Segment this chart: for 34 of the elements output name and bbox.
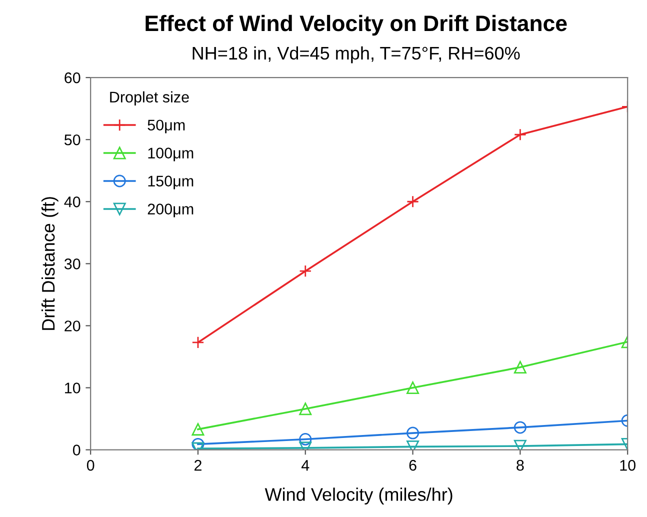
x-tick-label: 6 xyxy=(409,460,416,471)
x-tick-label: 4 xyxy=(301,460,310,471)
x-tick-label: 2 xyxy=(194,460,202,471)
x-axis-title: Wind Velocity (miles/hr) xyxy=(264,488,452,504)
legend-label: 100μm xyxy=(148,148,194,162)
x-tick-label: 0 xyxy=(86,460,94,471)
y-tick-label: 30 xyxy=(64,258,80,270)
point xyxy=(299,264,312,278)
chart-title: Effect of Wind Velocity on Drift Distance xyxy=(146,14,567,36)
point xyxy=(192,336,204,349)
point xyxy=(406,195,420,208)
point xyxy=(192,438,204,450)
chart-subtitle: NH=18 in, Vd=45 mph, T=75°F, RH=60% xyxy=(192,46,520,64)
point xyxy=(192,423,204,436)
y-tick-label: 50 xyxy=(64,134,80,146)
y-tick-label: 10 xyxy=(65,382,80,394)
y-tick-label: 40 xyxy=(64,196,80,208)
legend-title: Droplet size xyxy=(110,91,189,106)
y-tick-label: 0 xyxy=(72,444,80,456)
legend-label: 200μm xyxy=(148,204,194,218)
x-tick-label: 8 xyxy=(516,460,524,471)
point xyxy=(514,361,526,374)
point xyxy=(299,432,312,446)
y-axis-title: Drift Distance (ft) xyxy=(41,197,58,330)
y-tick-label: 60 xyxy=(64,72,80,84)
legend-label: 150μm xyxy=(148,176,194,190)
point xyxy=(406,426,420,440)
point xyxy=(299,402,312,416)
point xyxy=(406,382,420,394)
y-tick-label: 20 xyxy=(64,320,80,332)
point xyxy=(514,128,526,141)
legend-label: 50μm xyxy=(148,120,185,134)
x-tick-label: 10 xyxy=(620,460,636,471)
point xyxy=(514,421,526,434)
